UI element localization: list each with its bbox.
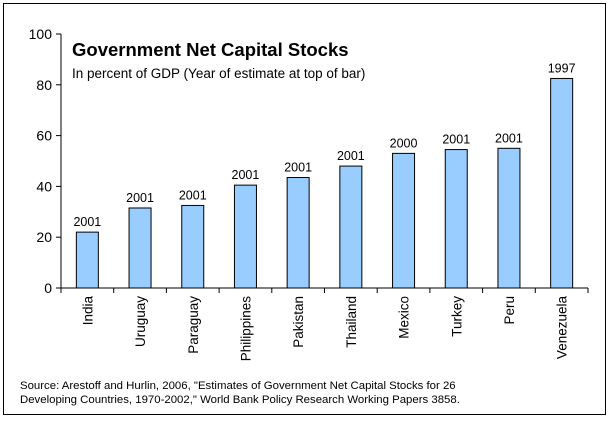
x-category-label: Venezuela — [555, 296, 570, 360]
x-category-label: Uruguay — [133, 296, 148, 347]
bar-year-label: 2001 — [232, 168, 260, 182]
bar — [444, 149, 468, 289]
bar-year-label: 2001 — [73, 215, 101, 229]
bar-year-label: 2000 — [390, 136, 418, 150]
y-tick-label: 0 — [44, 280, 52, 296]
x-category-label: Pakistan — [291, 296, 306, 348]
bar — [75, 231, 99, 289]
bar — [128, 207, 152, 289]
source-note: Source: Arestoff and Hurlin, 2006, "Esti… — [20, 379, 460, 407]
x-category-label: Turkey — [449, 296, 464, 337]
x-category-label: Thailand — [344, 296, 359, 348]
bar-year-label: 2001 — [337, 149, 365, 163]
y-tick-label: 20 — [36, 229, 52, 245]
x-category-label: Mexico — [397, 296, 412, 339]
source-line-2: Developing Countries, 1970-2002," World … — [20, 394, 460, 406]
x-category-label: India — [80, 296, 95, 326]
x-category-label: Paraguay — [186, 296, 201, 354]
bar — [497, 147, 521, 289]
y-tick-label: 60 — [36, 128, 52, 144]
bar-year-label: 2001 — [126, 191, 154, 205]
source-line-1: Source: Arestoff and Hurlin, 2006, "Esti… — [20, 380, 456, 392]
y-tick-label: 100 — [29, 26, 53, 42]
bar — [550, 77, 574, 289]
bar — [392, 152, 416, 289]
bar-year-label: 2001 — [495, 131, 523, 145]
bar — [233, 184, 257, 289]
bar — [181, 204, 205, 289]
bar-year-label: 1997 — [548, 61, 576, 75]
bar — [339, 165, 363, 289]
x-category-label: Peru — [502, 296, 517, 325]
y-tick-label: 40 — [36, 178, 52, 194]
y-tick-label: 80 — [36, 77, 52, 93]
chart-title: Government Net Capital Stocks — [72, 39, 349, 60]
bar-year-label: 2001 — [284, 161, 312, 175]
bar-year-label: 2001 — [179, 188, 207, 202]
chart-subtitle: In percent of GDP (Year of estimate at t… — [72, 66, 366, 81]
bar — [286, 177, 310, 289]
chart-frame — [3, 3, 606, 415]
x-category-label: Philippines — [238, 296, 253, 362]
bar-year-label: 2001 — [442, 133, 470, 147]
